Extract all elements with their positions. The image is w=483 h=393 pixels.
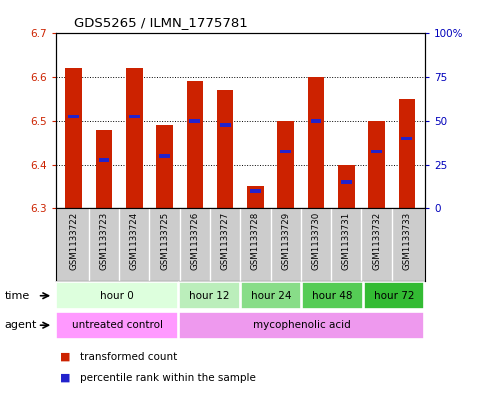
Text: GSM1133722: GSM1133722 [69,212,78,270]
Bar [364,282,425,309]
Text: GSM1133729: GSM1133729 [281,212,290,270]
Bar [371,150,382,153]
Bar [401,137,412,140]
Bar [368,121,385,208]
Bar [56,282,178,309]
Bar [96,130,113,208]
Bar [159,154,170,158]
Bar [156,125,173,208]
Text: GSM1133732: GSM1133732 [372,212,381,270]
Text: time: time [5,291,30,301]
Text: ■: ■ [60,373,71,383]
Bar [247,186,264,208]
Text: GSM1133730: GSM1133730 [312,212,321,270]
Bar [56,312,178,339]
Bar [311,119,321,123]
Bar [68,115,79,118]
Bar [220,123,230,127]
Bar [250,189,261,193]
Text: GSM1133731: GSM1133731 [342,212,351,270]
Text: GDS5265 / ILMN_1775781: GDS5265 / ILMN_1775781 [74,17,248,29]
Text: hour 48: hour 48 [313,291,353,301]
Bar [241,282,301,309]
Bar [65,68,82,208]
Text: GSM1133728: GSM1133728 [251,212,260,270]
Bar [99,158,110,162]
Text: mycophenolic acid: mycophenolic acid [253,320,351,330]
Bar [126,68,142,208]
Bar [186,81,203,208]
Text: GSM1133723: GSM1133723 [99,212,109,270]
Bar [280,150,291,153]
Text: hour 12: hour 12 [189,291,230,301]
Bar [189,119,200,123]
Bar [398,99,415,208]
Text: hour 72: hour 72 [374,291,414,301]
Text: GSM1133733: GSM1133733 [402,212,412,270]
Text: GSM1133725: GSM1133725 [160,212,169,270]
Text: ■: ■ [60,351,71,362]
Bar [302,282,363,309]
Text: percentile rank within the sample: percentile rank within the sample [80,373,256,383]
Bar [179,282,240,309]
Text: transformed count: transformed count [80,351,177,362]
Bar [129,115,140,118]
Bar [217,90,233,208]
Bar [308,77,325,208]
Text: untreated control: untreated control [71,320,163,330]
Bar [277,121,294,208]
Text: hour 24: hour 24 [251,291,291,301]
Text: GSM1133726: GSM1133726 [190,212,199,270]
Text: hour 0: hour 0 [100,291,134,301]
Text: agent: agent [5,320,37,330]
Bar [341,180,352,184]
Text: GSM1133727: GSM1133727 [221,212,229,270]
Bar [338,165,355,208]
Text: GSM1133724: GSM1133724 [130,212,139,270]
Bar [179,312,425,339]
